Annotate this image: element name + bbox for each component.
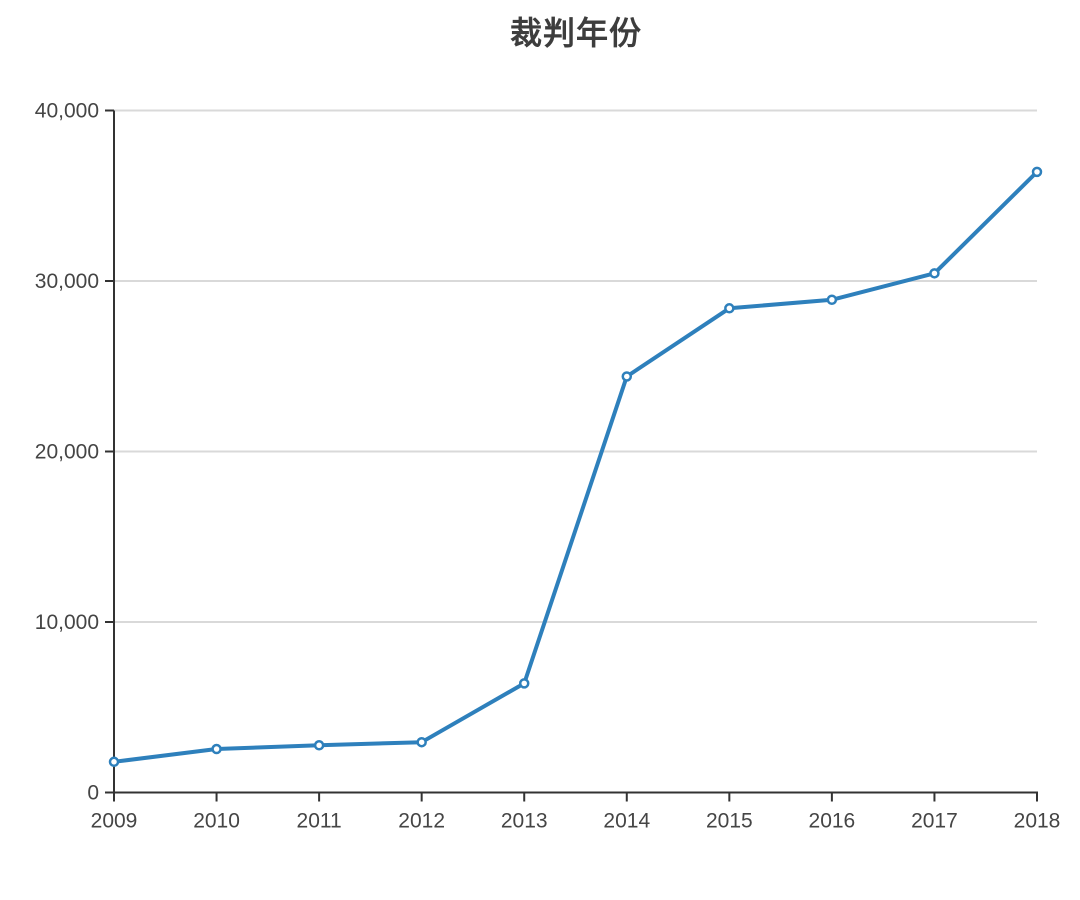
y-tick-label: 10,000 [35,611,99,634]
chart-title: 裁判年份 [509,15,642,51]
x-tick-label: 2015 [706,810,753,833]
x-tick-label: 2011 [297,810,342,833]
x-tick-label: 2010 [193,810,240,833]
data-point [211,743,222,755]
y-tick-label: 40,000 [35,100,99,123]
data-point [929,268,940,279]
data-point [313,740,325,751]
data-point [724,303,735,314]
y-tick-label: 20,000 [35,441,99,464]
data-point [621,371,633,382]
data-point [518,678,530,689]
x-tick-label: 2014 [603,810,650,833]
x-tick-label: 2017 [911,810,958,833]
y-tick-label: 0 [87,782,99,805]
x-tick-label: 2016 [809,810,856,833]
data-point [1031,166,1043,178]
x-tick-label: 2018 [1014,810,1061,833]
data-point [416,736,427,748]
x-tick-label: 2013 [501,810,548,833]
data-line [112,169,1039,764]
x-tick-label: 2009 [91,810,138,833]
x-tick-label: 2012 [398,810,445,833]
y-tick-label: 30,000 [35,270,99,293]
data-point [826,294,838,306]
data-point [108,756,120,768]
